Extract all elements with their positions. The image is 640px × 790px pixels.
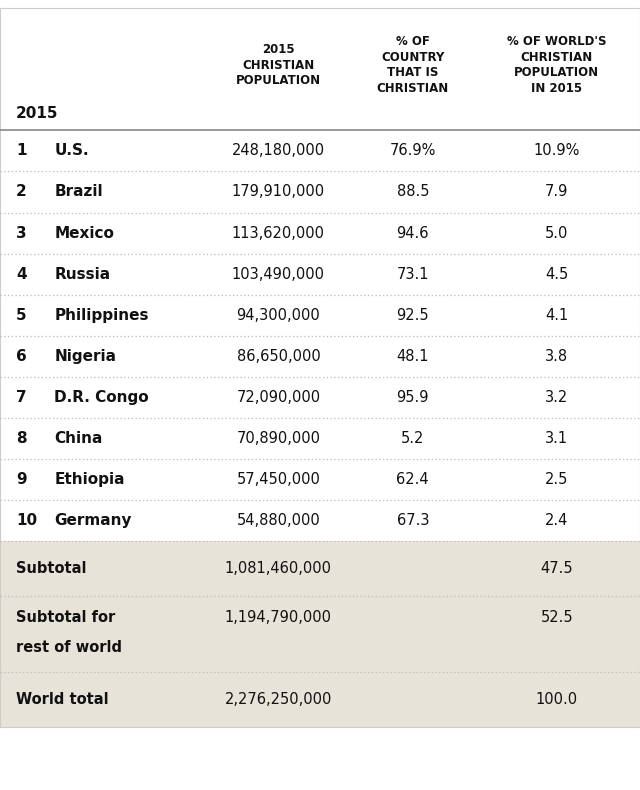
Text: U.S.: U.S. <box>54 144 89 158</box>
Text: % OF WORLD'S
CHRISTIAN
POPULATION
IN 2015: % OF WORLD'S CHRISTIAN POPULATION IN 201… <box>507 36 607 95</box>
Bar <box>0 672 640 727</box>
Text: rest of world: rest of world <box>16 640 122 655</box>
Bar <box>0 541 640 596</box>
Text: 76.9%: 76.9% <box>390 144 436 158</box>
Bar <box>0 130 640 171</box>
Text: 9: 9 <box>16 472 27 487</box>
Text: 2: 2 <box>16 185 27 199</box>
Text: Subtotal: Subtotal <box>16 562 86 576</box>
Text: 72,090,000: 72,090,000 <box>236 390 321 404</box>
Text: 4.5: 4.5 <box>545 267 568 281</box>
Bar <box>0 500 640 541</box>
Text: 92.5: 92.5 <box>397 308 429 322</box>
Text: 95.9: 95.9 <box>397 390 429 404</box>
Text: 88.5: 88.5 <box>397 185 429 199</box>
Text: 94.6: 94.6 <box>397 226 429 240</box>
Text: % OF
COUNTRY
THAT IS
CHRISTIAN: % OF COUNTRY THAT IS CHRISTIAN <box>377 36 449 95</box>
Text: 5.0: 5.0 <box>545 226 568 240</box>
Text: 67.3: 67.3 <box>397 514 429 528</box>
Text: 2.4: 2.4 <box>545 514 568 528</box>
Text: 2,276,250,000: 2,276,250,000 <box>225 692 332 706</box>
Bar <box>0 171 640 213</box>
Text: 62.4: 62.4 <box>397 472 429 487</box>
Text: 1,194,790,000: 1,194,790,000 <box>225 610 332 625</box>
Bar <box>0 8 640 130</box>
Text: 2015: 2015 <box>16 106 58 121</box>
Text: 100.0: 100.0 <box>536 692 578 706</box>
Text: Nigeria: Nigeria <box>54 349 116 363</box>
Text: 1,081,460,000: 1,081,460,000 <box>225 562 332 576</box>
Bar <box>0 377 640 418</box>
Text: 4.1: 4.1 <box>545 308 568 322</box>
Text: China: China <box>54 431 103 446</box>
Text: 3.8: 3.8 <box>545 349 568 363</box>
Text: Philippines: Philippines <box>54 308 149 322</box>
Text: 3.2: 3.2 <box>545 390 568 404</box>
Text: 47.5: 47.5 <box>541 562 573 576</box>
Text: 5: 5 <box>16 308 27 322</box>
Text: 70,890,000: 70,890,000 <box>236 431 321 446</box>
Bar <box>0 213 640 254</box>
Text: 4: 4 <box>16 267 27 281</box>
Text: World total: World total <box>16 692 109 706</box>
Text: 86,650,000: 86,650,000 <box>237 349 320 363</box>
Text: Ethiopia: Ethiopia <box>54 472 125 487</box>
Text: 1: 1 <box>16 144 26 158</box>
Text: 3.1: 3.1 <box>545 431 568 446</box>
Text: 5.2: 5.2 <box>401 431 424 446</box>
Text: 248,180,000: 248,180,000 <box>232 144 325 158</box>
Text: Mexico: Mexico <box>54 226 115 240</box>
Text: 2.5: 2.5 <box>545 472 568 487</box>
Text: D.R. Congo: D.R. Congo <box>54 390 149 404</box>
Text: 73.1: 73.1 <box>397 267 429 281</box>
Text: 54,880,000: 54,880,000 <box>237 514 320 528</box>
Text: 7: 7 <box>16 390 27 404</box>
Text: Brazil: Brazil <box>54 185 103 199</box>
Text: 10.9%: 10.9% <box>534 144 580 158</box>
Text: 3: 3 <box>16 226 27 240</box>
Text: 6: 6 <box>16 349 27 363</box>
Text: 48.1: 48.1 <box>397 349 429 363</box>
Text: 113,620,000: 113,620,000 <box>232 226 325 240</box>
Bar <box>0 336 640 377</box>
Bar <box>0 295 640 336</box>
Text: 179,910,000: 179,910,000 <box>232 185 325 199</box>
Text: Subtotal for: Subtotal for <box>16 610 115 625</box>
Text: Russia: Russia <box>54 267 111 281</box>
Bar <box>0 254 640 295</box>
Text: Germany: Germany <box>54 514 132 528</box>
Bar <box>0 418 640 459</box>
Bar <box>0 459 640 500</box>
Text: 57,450,000: 57,450,000 <box>236 472 321 487</box>
Text: 94,300,000: 94,300,000 <box>237 308 320 322</box>
Text: 7.9: 7.9 <box>545 185 568 199</box>
Text: 10: 10 <box>16 514 37 528</box>
Text: 103,490,000: 103,490,000 <box>232 267 325 281</box>
Text: 52.5: 52.5 <box>541 610 573 625</box>
Text: 2015
CHRISTIAN
POPULATION: 2015 CHRISTIAN POPULATION <box>236 43 321 87</box>
Text: 8: 8 <box>16 431 27 446</box>
Bar <box>0 596 640 672</box>
